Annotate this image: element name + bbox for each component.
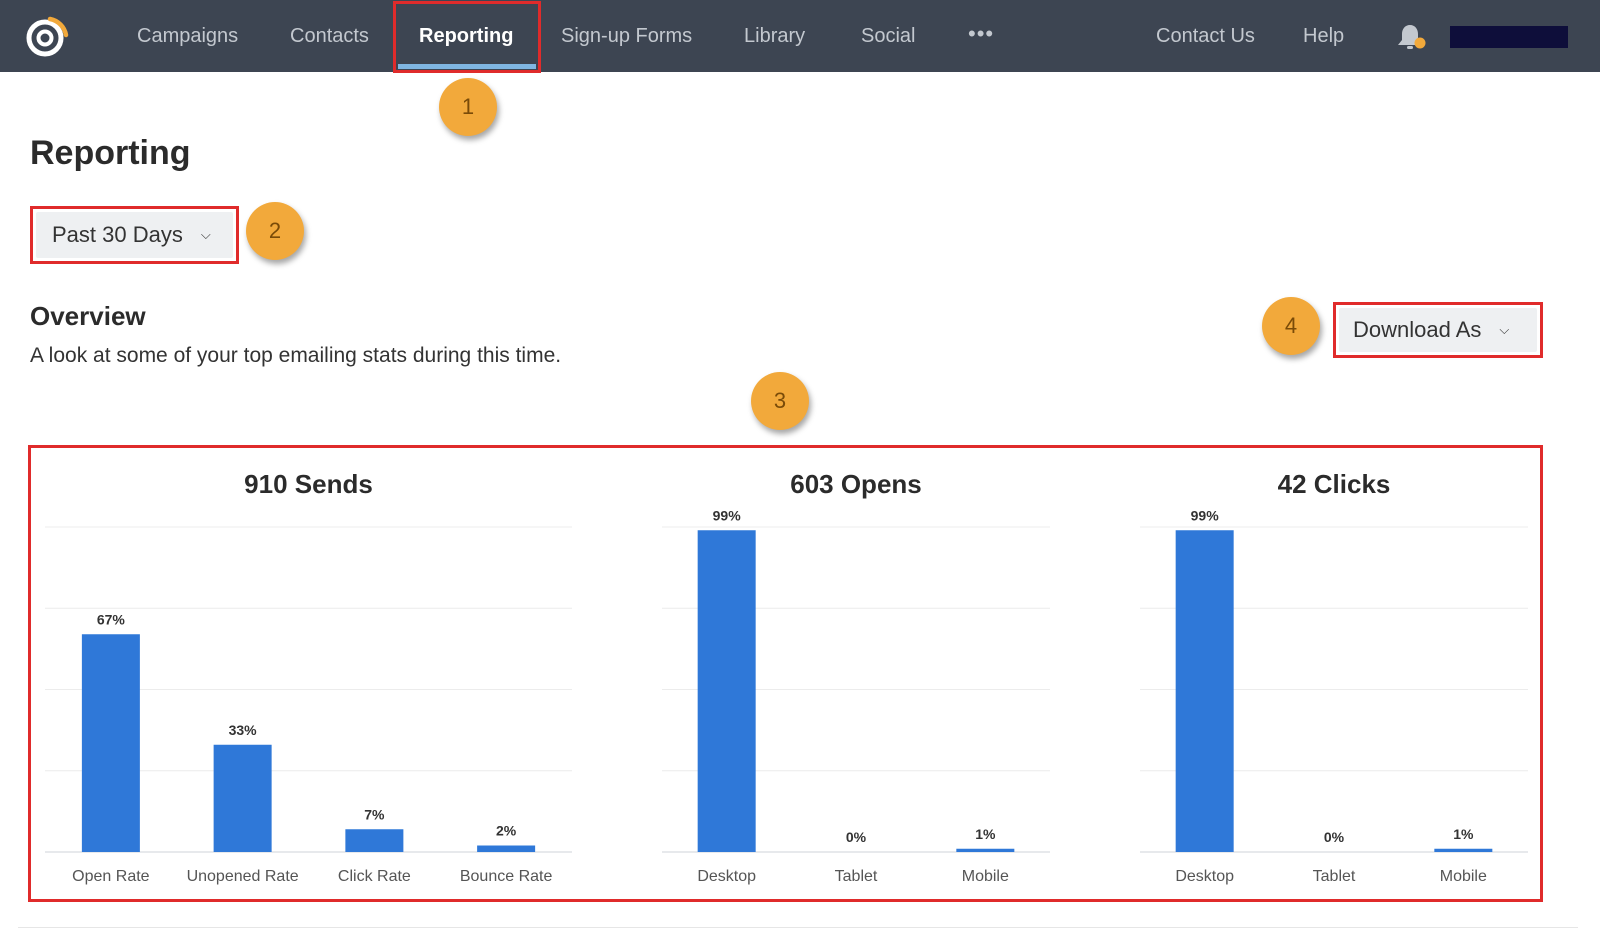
chart-bar[interactable] <box>345 829 404 852</box>
active-tab-indicator <box>398 64 536 69</box>
chart-title: 603 Opens <box>790 469 922 499</box>
chart-category-label: Mobile <box>1440 868 1487 885</box>
chart-data-label: 7% <box>364 806 385 822</box>
bottom-divider <box>18 927 1578 928</box>
constant-contact-logo-icon[interactable] <box>24 13 70 59</box>
chart-category-label: Desktop <box>1175 868 1234 885</box>
chart-category-label: Click Rate <box>338 868 411 885</box>
overview-description: A look at some of your top emailing stat… <box>30 344 562 367</box>
top-nav-bar: Campaigns Contacts Reporting Sign-up For… <box>0 0 1600 72</box>
nav-social[interactable]: Social <box>861 25 916 47</box>
callout-badge-3: 3 <box>751 372 809 430</box>
chart-bar[interactable] <box>477 845 536 853</box>
callout-badge-1: 1 <box>439 78 497 136</box>
chart-bar[interactable] <box>81 634 140 852</box>
nav-more-menu[interactable]: ••• <box>968 21 995 46</box>
chart-data-label: 99% <box>713 507 742 523</box>
nav-reporting[interactable]: Reporting <box>419 25 514 47</box>
bell-icon[interactable] <box>1396 22 1428 52</box>
chart-bar[interactable] <box>213 744 272 852</box>
chart-title: 42 Clicks <box>1278 469 1391 499</box>
chart-category-label: Mobile <box>962 868 1009 885</box>
chart-bar[interactable] <box>1175 530 1234 852</box>
chart-category-label: Bounce Rate <box>460 868 553 885</box>
date-range-value: Past 30 Days <box>52 222 183 247</box>
chart-data-label: 33% <box>229 722 258 738</box>
chart-bar[interactable] <box>1434 848 1493 852</box>
chart-category-label: Tablet <box>835 868 878 885</box>
page-title: Reporting <box>30 134 191 172</box>
chart-category-label: Desktop <box>697 868 756 885</box>
chart-data-label: 99% <box>1191 507 1220 523</box>
chart-data-label: 2% <box>496 823 517 839</box>
chart-bar[interactable] <box>956 848 1015 852</box>
nav-contacts[interactable]: Contacts <box>290 25 369 47</box>
chart-category-label: Open Rate <box>72 868 149 885</box>
download-as-label: Download As <box>1353 317 1482 342</box>
download-as-dropdown[interactable]: Download As ⌵ <box>1339 308 1537 352</box>
chevron-down-icon: ⌵ <box>1499 322 1510 337</box>
nav-signup-forms[interactable]: Sign-up Forms <box>561 25 693 47</box>
nav-help[interactable]: Help <box>1303 25 1345 47</box>
nav-campaigns[interactable]: Campaigns <box>137 25 239 47</box>
callout-badge-4: 4 <box>1262 297 1320 355</box>
charts-svg: 910 Sends 67% Open Rate 33% Unopened Rate 7% C… <box>45 469 1528 885</box>
chart-data-label: 67% <box>97 611 126 627</box>
chart-data-label: 1% <box>975 826 996 842</box>
chart-data-label: 0% <box>1324 829 1345 845</box>
chart-category-label: Unopened Rate <box>187 868 299 885</box>
chart-data-label: 0% <box>846 829 867 845</box>
nav-library[interactable]: Library <box>744 25 806 47</box>
account-menu-redacted[interactable] <box>1450 26 1568 48</box>
chevron-down-icon: ⌵ <box>200 227 211 242</box>
nav-contact-us[interactable]: Contact Us <box>1156 25 1255 47</box>
overview-title: Overview <box>30 301 146 331</box>
overview-charts: 910 Sends 67% Open Rate 33% Unopened Rate 7% C… <box>30 446 1542 902</box>
callout-badge-2: 2 <box>246 202 304 260</box>
chart-title: 910 Sends <box>244 469 373 499</box>
date-range-dropdown[interactable]: Past 30 Days ⌵ <box>36 212 233 258</box>
chart-bar[interactable] <box>697 530 756 852</box>
chart-category-label: Tablet <box>1313 868 1356 885</box>
chart-data-label: 1% <box>1453 826 1474 842</box>
